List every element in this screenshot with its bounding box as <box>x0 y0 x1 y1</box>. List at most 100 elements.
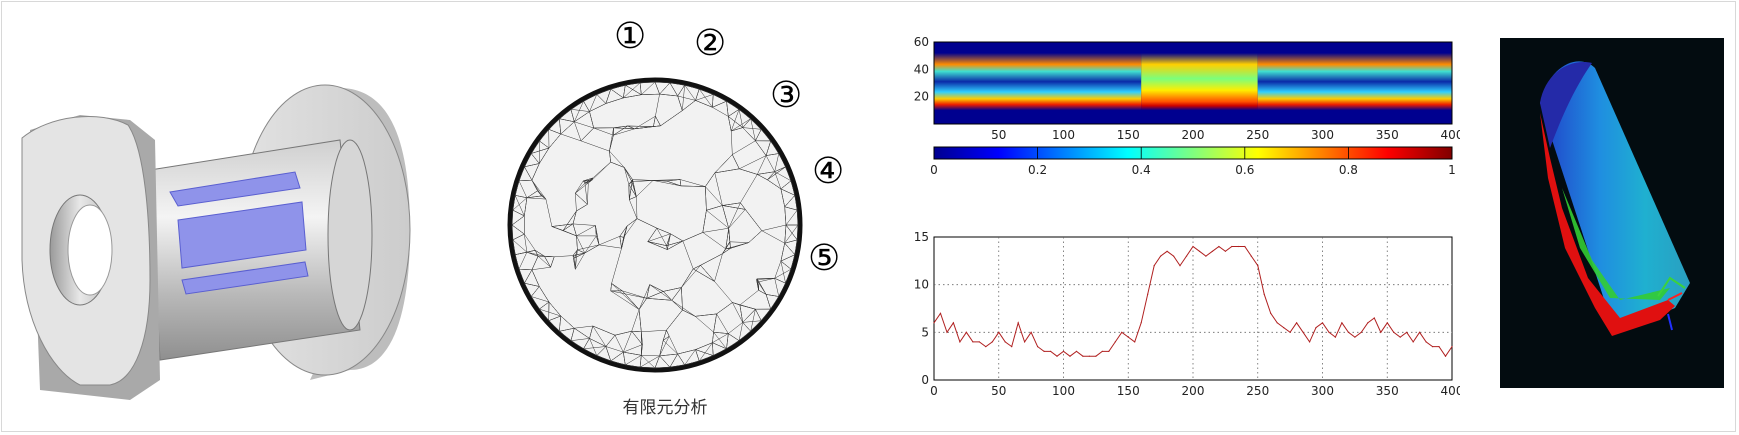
data-point <box>1373 317 1375 319</box>
data-point <box>1134 341 1136 343</box>
data-point <box>972 341 974 343</box>
line-x-tick: 400 <box>1441 384 1460 398</box>
data-point <box>1075 350 1078 352</box>
heatmap-cells <box>934 52 1452 111</box>
data-point <box>1347 331 1349 333</box>
line-x-tick: 0 <box>930 384 938 398</box>
data-point <box>1179 265 1181 267</box>
3d-flow-simulation <box>1500 38 1724 388</box>
heatmap-x-tick: 250 <box>1246 128 1269 142</box>
data-point <box>1166 250 1168 252</box>
data-point <box>1224 250 1226 252</box>
colorbar-tick: 0.2 <box>1028 163 1047 177</box>
data-point <box>1296 322 1298 324</box>
data-point <box>1406 331 1408 333</box>
data-point <box>1114 341 1116 343</box>
colorbar-tick: 0 <box>930 163 938 177</box>
data-point <box>1386 322 1388 324</box>
data-point <box>1231 245 1233 248</box>
data-point <box>1257 265 1259 267</box>
data-point <box>1147 293 1149 295</box>
line-x-tick: 150 <box>1117 384 1140 398</box>
heatmap-band-2 <box>1141 52 1258 111</box>
data-point <box>1438 346 1440 348</box>
heatmap-x-tick: 400 <box>1441 128 1460 142</box>
data-point <box>1043 350 1045 352</box>
data-point <box>1095 355 1097 357</box>
data-point <box>1367 322 1369 324</box>
data-point <box>1419 331 1421 333</box>
data-point <box>1270 312 1272 314</box>
left-flange <box>21 115 160 400</box>
data-point <box>1250 255 1252 257</box>
data-point <box>1211 250 1213 252</box>
data-point <box>1218 245 1220 248</box>
heatmap-y-tick: 20 <box>914 90 929 104</box>
data-point <box>1244 245 1246 248</box>
line-chart: 15 10 5 0 0 50 100 150 200 250 300 350 400 <box>910 225 1464 410</box>
data-point <box>1360 331 1362 333</box>
heatmap-x-tick: 100 <box>1052 128 1075 142</box>
line-x-tick: 300 <box>1311 384 1334 398</box>
heatmap-y-tick: 40 <box>914 62 929 76</box>
electrode-label-4: ④ <box>812 151 844 192</box>
data-point <box>1309 341 1311 343</box>
data-point <box>1185 255 1188 257</box>
pipe-sensor-model <box>10 80 470 430</box>
electrode-label-5: ⑤ <box>808 238 840 279</box>
data-point <box>946 331 948 333</box>
heatmap-svg: 60 40 20 50 100 150 200 250 300 350 400 0 0.2 0.4 0.… <box>914 35 1464 177</box>
data-point <box>1088 355 1090 357</box>
line-y-tick: 0 <box>921 373 929 387</box>
fem-mesh: ① ② ③ ④ ⑤ <box>507 16 844 373</box>
data-point <box>985 346 987 348</box>
3d-simulation-graphic <box>1500 38 1724 388</box>
data-point <box>1315 327 1317 329</box>
data-point <box>1062 350 1065 352</box>
electrode-label-1: ① <box>614 16 646 57</box>
data-point <box>1263 293 1265 295</box>
heatmap-x-tick: 350 <box>1376 128 1399 142</box>
data-point <box>1198 250 1201 252</box>
data-point <box>1412 341 1414 343</box>
heatmap-x-tick: 50 <box>991 128 1006 142</box>
heatmap-x-tick: 300 <box>1311 128 1334 142</box>
data-point <box>1108 350 1110 352</box>
data-point <box>1289 331 1291 333</box>
colorbar-tick: 0.6 <box>1235 163 1254 177</box>
data-point <box>1173 255 1175 257</box>
data-point <box>939 312 942 314</box>
line-x-tick: 250 <box>1246 384 1269 398</box>
data-point <box>1069 355 1071 357</box>
data-point <box>1354 336 1356 338</box>
data-point <box>1451 346 1453 348</box>
colorbar-tick: 1 <box>1448 163 1456 177</box>
data-point <box>1393 331 1395 333</box>
fem-panel: ① ② ③ ④ ⑤ 有限元分析 <box>480 15 850 425</box>
line-x-tick: 350 <box>1376 384 1399 398</box>
data-point <box>1425 341 1427 343</box>
line-y-tick: 5 <box>921 325 929 339</box>
electrode-label-3: ③ <box>770 75 802 116</box>
data-point <box>1127 336 1129 338</box>
data-point <box>1004 341 1006 343</box>
data-point <box>1276 322 1278 324</box>
electrodes <box>169 171 309 295</box>
heatmap-chart: 60 40 20 50 100 150 200 250 300 350 400 0 0.2 0.4 0.… <box>910 30 1464 190</box>
line-x-tick: 100 <box>1052 384 1075 398</box>
data-point <box>1444 355 1447 357</box>
heatmap-band-3 <box>1257 52 1452 111</box>
data-point <box>1101 350 1103 352</box>
data-point <box>1050 350 1052 352</box>
fem-caption: 有限元分析 <box>622 398 708 418</box>
data-point <box>1283 327 1285 329</box>
data-point <box>1192 245 1194 248</box>
data-point <box>1017 322 1019 324</box>
data-point <box>952 322 954 324</box>
heatmap-y-tick: 60 <box>914 35 929 49</box>
data-point <box>1153 265 1155 267</box>
data-point <box>1140 322 1142 324</box>
data-point <box>1237 245 1239 248</box>
data-point <box>1302 331 1304 333</box>
